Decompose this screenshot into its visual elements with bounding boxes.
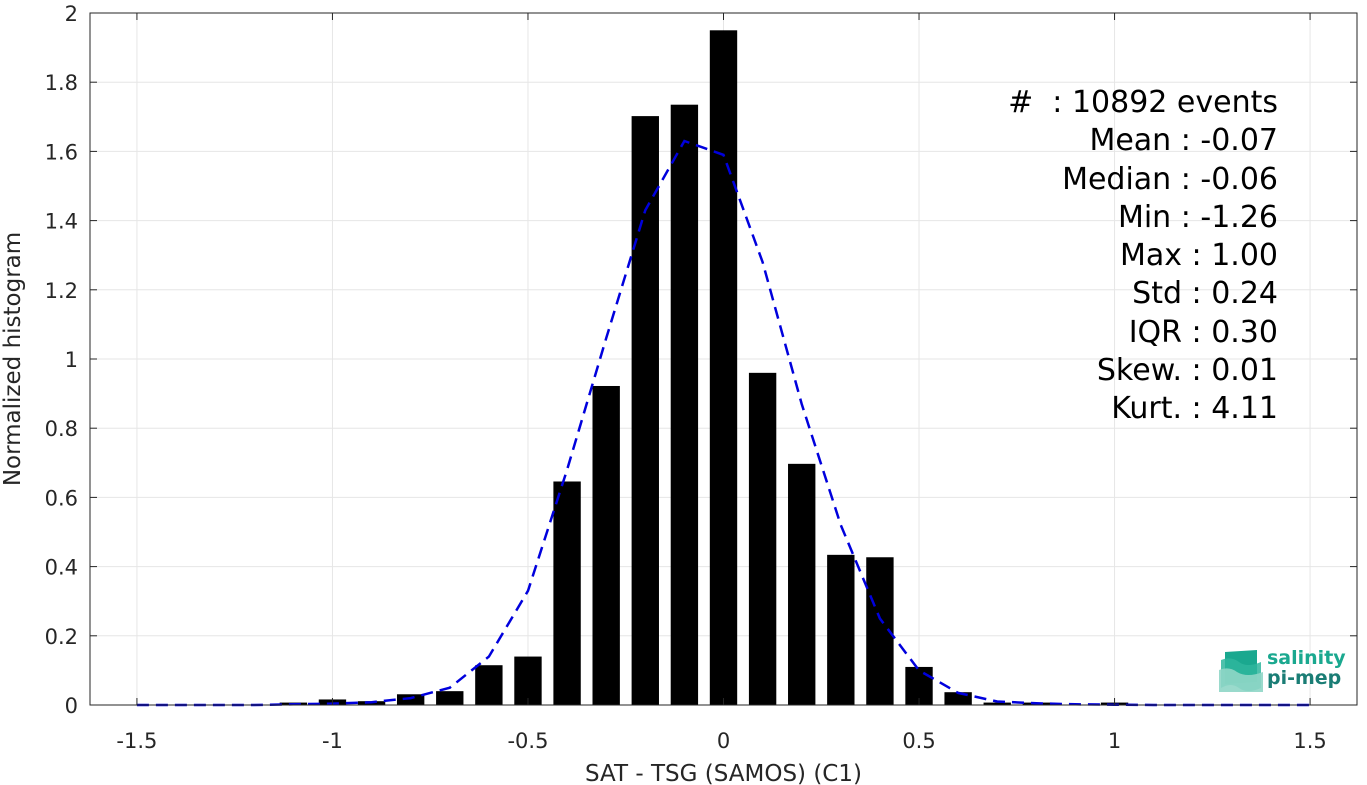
histogram-bar — [631, 116, 659, 705]
logo-line-2: pi-mep — [1267, 667, 1342, 689]
y-tick-label: 1.4 — [45, 210, 78, 234]
y-tick-label: 1.8 — [45, 71, 78, 95]
histogram-bars — [279, 30, 1129, 706]
stat-line: Median : -0.06 — [1062, 161, 1278, 197]
stat-line: Mean : -0.07 — [1089, 123, 1278, 159]
y-tick-label: 1 — [65, 348, 78, 372]
wave-logo-icon — [1219, 650, 1263, 692]
x-tick-label: 1.5 — [1293, 729, 1326, 753]
y-tick-label: 0 — [65, 694, 78, 718]
logo-line-1: salinity — [1267, 647, 1346, 669]
statistics-annotation: # : 10892 events Mean : -0.07 Median : -0.… — [1008, 84, 1278, 429]
stat-line: IQR : 0.30 — [1128, 314, 1278, 350]
x-tick-label: -1.5 — [116, 729, 157, 753]
histogram-bar — [670, 104, 699, 705]
histogram-bar — [748, 372, 777, 705]
histogram-bar — [827, 554, 855, 705]
x-tick-label: -0.5 — [507, 729, 548, 753]
histogram-bar — [709, 30, 738, 706]
y-tick-label: 0.6 — [45, 486, 78, 510]
y-axis-label: Normalized histogram — [0, 232, 26, 486]
histogram-bar — [396, 694, 425, 705]
y-tick-label: 2 — [65, 2, 78, 26]
y-tick-label: 0.8 — [45, 417, 78, 441]
stat-line: Std : 0.24 — [1132, 276, 1278, 312]
x-tick-label: 0 — [717, 729, 730, 753]
stat-line: Max : 1.00 — [1120, 238, 1278, 274]
histogram-bar — [553, 481, 581, 705]
x-tick-label: 1 — [1108, 729, 1121, 753]
stat-line: Skew. : 0.01 — [1096, 353, 1278, 389]
x-axis-label: SAT - TSG (SAMOS) (C1) — [585, 761, 862, 785]
stat-line: Min : -1.26 — [1117, 199, 1278, 235]
histogram-bar — [788, 463, 816, 705]
x-tick-label: 0.5 — [902, 729, 935, 753]
axis-ticks: -1.5 -1 -0.5 0 0.5 1 1.5 0 0.2 0.4 0.6 0.8 1 1.2 1.4 1.… — [45, 2, 1357, 753]
stat-line: Kurt. : 4.11 — [1111, 391, 1278, 427]
y-tick-label: 0.4 — [45, 556, 78, 580]
salinity-pimep-logo: salinity pi-mep — [1217, 648, 1347, 694]
histogram-bar — [514, 656, 542, 705]
histogram-bar — [983, 702, 1011, 705]
y-tick-label: 1.6 — [45, 140, 78, 164]
histogram-bar — [592, 385, 620, 705]
y-tick-label: 1.2 — [45, 279, 78, 303]
y-tick-label: 0.2 — [45, 625, 78, 649]
histogram-bar — [436, 691, 464, 705]
x-tick-label: -1 — [322, 729, 343, 753]
histogram-bar — [475, 665, 503, 705]
stat-line: # : 10892 events — [1008, 85, 1278, 120]
